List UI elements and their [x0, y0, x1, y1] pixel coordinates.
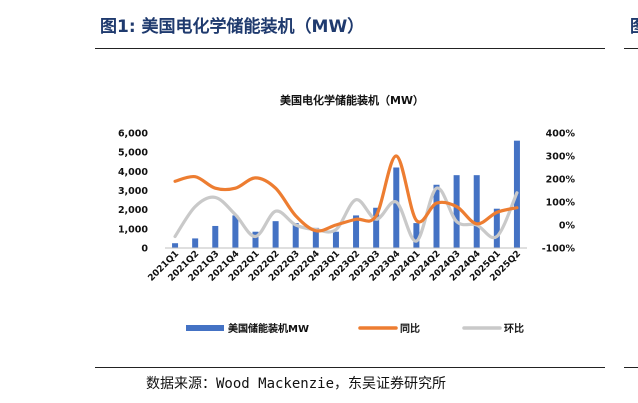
adjacent-bottom-rule — [624, 367, 638, 368]
right-tick-label: 0% — [559, 221, 576, 232]
adjacent-figure-title-fragment: 图 — [630, 12, 638, 37]
bar — [252, 231, 259, 248]
right-tick-label: 300% — [546, 152, 576, 163]
bar — [493, 208, 500, 248]
x-axis-labels: 2021Q12021Q22021Q32021Q42022Q12022Q22022… — [147, 249, 524, 284]
bar — [433, 184, 440, 248]
bar — [453, 175, 460, 248]
bar — [373, 207, 380, 248]
left-tick-label: 0 — [141, 244, 148, 255]
left-tick-label: 6,000 — [118, 129, 148, 140]
bar — [292, 223, 299, 248]
right-tick-label: -100% — [542, 244, 576, 255]
legend-swatch-bar — [186, 325, 224, 331]
bar — [353, 215, 360, 248]
left-tick-label: 3,000 — [118, 186, 148, 197]
bar — [272, 221, 279, 248]
left-tick-label: 1,000 — [118, 224, 148, 235]
bar — [413, 223, 420, 248]
bar — [232, 215, 239, 248]
bar — [312, 227, 319, 248]
right-tick-label: 100% — [546, 198, 576, 209]
line-series — [173, 154, 519, 243]
top-rule — [95, 48, 605, 49]
line-series-qoq — [173, 186, 519, 243]
figure-title: 图1: 美国电化学储能装机（MW） — [100, 17, 365, 37]
chart-title: 美国电化学储能装机（MW） — [280, 93, 424, 107]
bar — [332, 231, 339, 248]
right-tick-label: 200% — [546, 175, 576, 186]
left-tick-label: 4,000 — [118, 167, 148, 178]
left-tick-label: 2,000 — [118, 205, 148, 216]
line-series-yoy — [173, 154, 519, 233]
adjacent-top-rule — [624, 48, 638, 49]
left-tick-label: 5,000 — [118, 148, 148, 159]
bar — [393, 167, 400, 248]
bar — [192, 238, 199, 248]
bottom-rule — [95, 367, 605, 368]
right-axis: -100% 0% 100% 200% 300% 400% — [542, 129, 576, 255]
left-axis: 0 1,000 2,000 3,000 4,000 5,000 6,000 — [118, 129, 148, 255]
source-note: 数据来源：Wood Mackenzie，东吴证券研究所 — [146, 376, 447, 392]
bar-series — [172, 140, 520, 248]
legend-label: 环比 — [504, 322, 524, 335]
bar — [172, 243, 179, 248]
legend: 美国储能装机MW 同比 环比 — [186, 322, 524, 335]
bar — [473, 175, 480, 248]
right-tick-label: 400% — [546, 129, 576, 140]
legend-label: 美国储能装机MW — [228, 322, 309, 335]
legend-label: 同比 — [400, 322, 420, 335]
bar — [212, 225, 219, 248]
